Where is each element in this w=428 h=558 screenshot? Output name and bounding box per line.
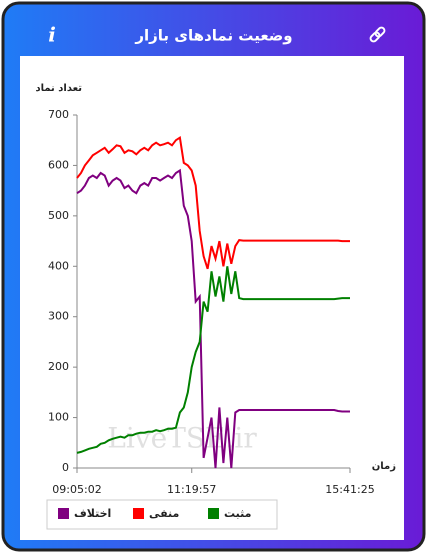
legend-label: اختلاف — [74, 507, 111, 520]
x-axis-label: زمان — [372, 461, 396, 472]
link-icon[interactable] — [369, 26, 386, 43]
legend — [46, 499, 278, 530]
y-tick-label: 200 — [48, 360, 69, 373]
legend-swatch — [133, 508, 144, 519]
y-axis-label: تعداد نماد — [35, 83, 82, 94]
x-tick-label: 11:19:57 — [167, 483, 216, 496]
y-tick-label: 600 — [48, 158, 69, 171]
series-line — [76, 266, 350, 454]
y-tick-label: 0 — [62, 461, 69, 474]
legend-label: مثبت — [224, 507, 251, 520]
legend-swatch — [58, 508, 69, 519]
y-tick-label: 500 — [48, 209, 69, 222]
header-title: وضعیت نمادهای بازار — [134, 27, 292, 45]
y-tick-label: 400 — [48, 259, 69, 272]
info-icon[interactable]: i — [48, 23, 56, 47]
y-tick-label: 700 — [48, 108, 69, 121]
series-line — [76, 136, 350, 270]
x-tick-label: 09:05:02 — [52, 483, 101, 496]
y-tick-label: 300 — [48, 310, 69, 323]
y-tick-label: 100 — [48, 411, 69, 424]
legend-swatch — [208, 508, 219, 519]
legend-label: منفی — [149, 507, 179, 520]
x-tick-label: 15:41:25 — [325, 483, 374, 496]
series-line — [76, 168, 350, 469]
